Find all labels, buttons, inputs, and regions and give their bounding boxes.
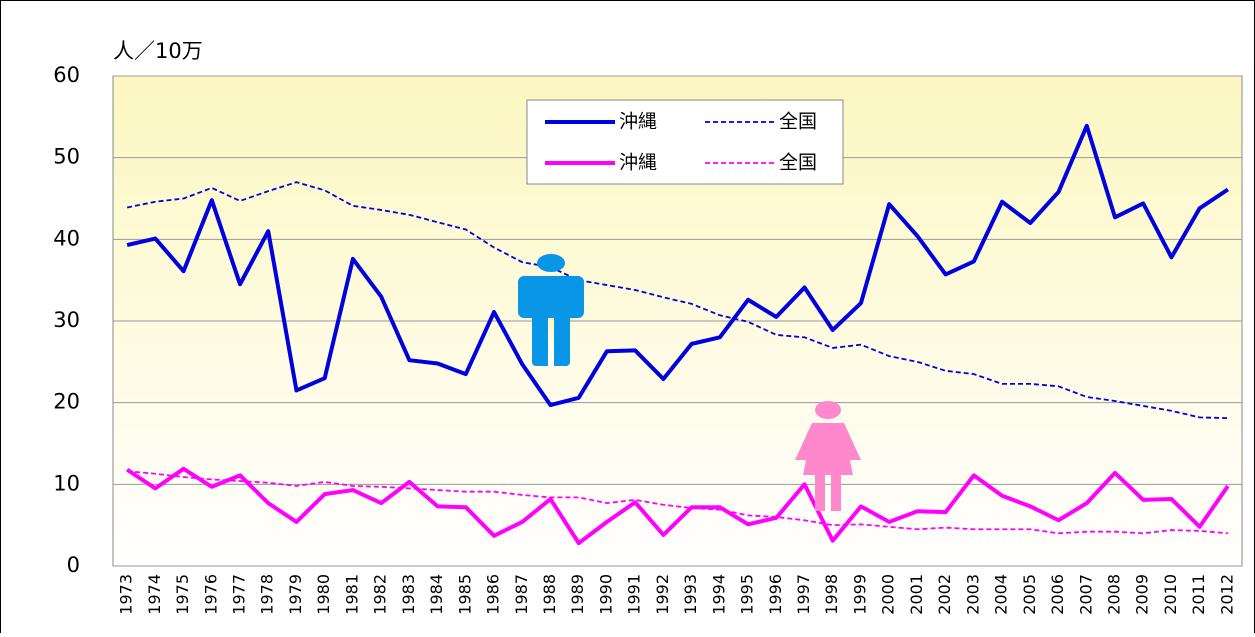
x-tick-label: 1980 [314, 574, 333, 615]
x-tick-label: 1996 [766, 574, 785, 615]
y-axis-label: 人／10万 [113, 39, 203, 63]
x-tick-label: 1991 [625, 574, 644, 615]
x-tick-label: 1974 [145, 574, 164, 615]
x-tick-label: 1983 [399, 574, 418, 615]
series-line [126, 123, 1229, 408]
x-tick-label: 2009 [1133, 574, 1152, 615]
series-line [126, 466, 1230, 546]
y-tick-label: 10 [53, 471, 80, 495]
x-tick-label: 2005 [1020, 574, 1039, 615]
x-tick-label: 1987 [512, 574, 531, 615]
y-tick-label: 30 [53, 308, 80, 332]
legend-label: 全国 [779, 152, 817, 174]
x-tick-label: 2007 [1076, 574, 1095, 615]
y-tick-label: 50 [53, 145, 80, 169]
x-tick-label: 1982 [371, 574, 390, 615]
x-tick-label: 1989 [568, 574, 587, 615]
x-tick-label: 1984 [427, 574, 446, 615]
x-tick-label: 2001 [907, 574, 926, 615]
x-tick-label: 2010 [1161, 574, 1180, 615]
legend [526, 99, 844, 185]
x-tick-label: 2011 [1189, 574, 1208, 615]
x-tick-label: 1976 [201, 574, 220, 615]
legend-label: 沖縄 [619, 152, 657, 174]
legend-label: 全国 [779, 111, 817, 133]
female-icon [795, 401, 861, 511]
x-tick-label: 1997 [794, 574, 813, 615]
x-tick-label: 1995 [738, 574, 757, 615]
y-tick-label: 20 [53, 390, 80, 414]
x-tick-label: 1990 [596, 574, 615, 615]
x-tick-label: 1985 [455, 574, 474, 615]
y-tick-label: 40 [53, 226, 80, 250]
x-tick-label: 2004 [992, 574, 1011, 615]
x-tick-label: 2003 [963, 574, 982, 615]
x-tick-label: 1978 [258, 574, 277, 615]
x-tick-label: 2006 [1048, 574, 1067, 615]
x-tick-label: 1992 [653, 574, 672, 615]
x-tick-label: 1986 [484, 574, 503, 615]
x-tick-label: 2012 [1217, 574, 1236, 615]
x-tick-label: 1999 [850, 574, 869, 615]
x-tick-label: 2002 [935, 574, 954, 615]
x-tick-label: 1973 [117, 574, 136, 615]
x-tick-label: 1979 [286, 574, 305, 615]
legend-label: 沖縄 [619, 111, 657, 133]
x-tick-label: 2008 [1104, 574, 1123, 615]
x-tick-label: 1998 [822, 574, 841, 615]
x-tick-label: 1981 [342, 574, 361, 615]
series-line [127, 470, 1228, 535]
x-tick-label: 1977 [230, 574, 249, 615]
series-line [126, 181, 1228, 420]
y-tick-label: 0 [67, 553, 80, 577]
y-tick-label: 60 [53, 63, 80, 87]
x-tick-label: 1994 [709, 574, 728, 615]
x-tick-label: 2000 [879, 574, 898, 615]
male-icon [518, 254, 584, 366]
x-tick-label: 1975 [173, 574, 192, 615]
x-tick-label: 1988 [540, 574, 559, 615]
x-tick-label: 1993 [681, 574, 700, 615]
